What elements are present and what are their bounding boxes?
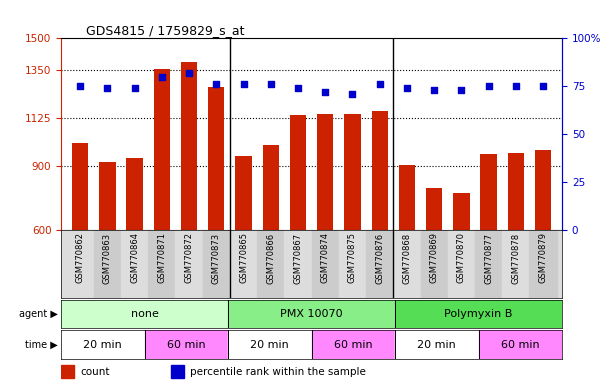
Bar — [393, 230, 420, 298]
Bar — [121, 230, 148, 298]
Point — [484, 83, 494, 89]
Text: 20 min: 20 min — [417, 339, 456, 350]
Bar — [284, 230, 312, 298]
Text: GSM770878: GSM770878 — [511, 232, 521, 283]
Bar — [148, 230, 175, 298]
Text: GSM770866: GSM770866 — [266, 232, 276, 283]
Text: GSM770865: GSM770865 — [239, 232, 248, 283]
Bar — [230, 230, 257, 298]
Bar — [175, 230, 203, 298]
Text: time ▶: time ▶ — [25, 339, 58, 350]
Bar — [478, 330, 562, 359]
Text: 60 min: 60 min — [501, 339, 540, 350]
Point — [348, 91, 357, 97]
Bar — [145, 330, 228, 359]
Text: GSM770868: GSM770868 — [403, 232, 411, 283]
Bar — [228, 300, 395, 328]
Text: GSM770862: GSM770862 — [76, 232, 85, 283]
Bar — [99, 162, 115, 358]
Point — [538, 83, 548, 89]
Point — [157, 74, 167, 80]
Text: count: count — [80, 366, 109, 377]
Bar — [395, 300, 562, 328]
Text: GSM770871: GSM770871 — [158, 232, 166, 283]
Bar — [290, 115, 306, 358]
Text: 20 min: 20 min — [251, 339, 289, 350]
Bar — [508, 152, 524, 358]
Bar — [93, 230, 121, 298]
Bar — [257, 230, 284, 298]
Bar — [171, 365, 184, 378]
Bar — [126, 158, 143, 358]
Point — [320, 89, 330, 95]
Bar — [72, 143, 89, 358]
Point — [266, 81, 276, 88]
Bar — [399, 166, 415, 358]
Text: 20 min: 20 min — [84, 339, 122, 350]
Bar — [61, 300, 228, 328]
Bar — [312, 330, 395, 359]
Bar — [420, 230, 448, 298]
Bar — [344, 114, 360, 358]
Point — [511, 83, 521, 89]
Text: agent ▶: agent ▶ — [19, 309, 58, 319]
Bar — [181, 62, 197, 358]
Bar — [61, 365, 74, 378]
Bar — [203, 230, 230, 298]
Text: 60 min: 60 min — [167, 339, 206, 350]
Bar — [371, 111, 388, 358]
Bar — [475, 230, 502, 298]
Bar — [535, 151, 551, 358]
Point — [184, 70, 194, 76]
Bar — [480, 154, 497, 358]
Text: percentile rank within the sample: percentile rank within the sample — [191, 366, 366, 377]
Bar — [366, 230, 393, 298]
Bar — [317, 114, 334, 358]
Point — [456, 87, 466, 93]
Bar — [263, 145, 279, 358]
Bar — [312, 230, 339, 298]
Bar — [395, 330, 478, 359]
Point — [239, 81, 249, 88]
Bar — [426, 188, 442, 358]
Text: PMX 10070: PMX 10070 — [280, 309, 343, 319]
Text: GSM770863: GSM770863 — [103, 232, 112, 283]
Text: GDS4815 / 1759829_s_at: GDS4815 / 1759829_s_at — [86, 24, 244, 37]
Bar — [67, 230, 93, 298]
Text: Polymyxin B: Polymyxin B — [444, 309, 513, 319]
Bar — [228, 330, 312, 359]
Text: 60 min: 60 min — [334, 339, 373, 350]
Point — [103, 85, 112, 91]
Bar — [208, 88, 224, 358]
Bar — [448, 230, 475, 298]
Bar — [502, 230, 530, 298]
Bar — [339, 230, 366, 298]
Text: GSM770870: GSM770870 — [457, 232, 466, 283]
Text: GSM770873: GSM770873 — [212, 232, 221, 283]
Bar — [453, 193, 469, 358]
Point — [211, 81, 221, 88]
Point — [375, 81, 384, 88]
Point — [75, 83, 85, 89]
Text: GSM770864: GSM770864 — [130, 232, 139, 283]
Bar — [154, 70, 170, 358]
Text: GSM770877: GSM770877 — [484, 232, 493, 283]
Text: GSM770876: GSM770876 — [375, 232, 384, 283]
Text: GSM770867: GSM770867 — [293, 232, 302, 283]
Point — [293, 85, 303, 91]
Bar — [235, 156, 252, 358]
Bar — [530, 230, 557, 298]
Text: GSM770875: GSM770875 — [348, 232, 357, 283]
Point — [130, 85, 139, 91]
Text: GSM770872: GSM770872 — [185, 232, 194, 283]
Point — [430, 87, 439, 93]
Bar — [61, 330, 145, 359]
Text: none: none — [131, 309, 158, 319]
Point — [402, 85, 412, 91]
Text: GSM770869: GSM770869 — [430, 232, 439, 283]
Text: GSM770874: GSM770874 — [321, 232, 330, 283]
Text: GSM770879: GSM770879 — [538, 232, 547, 283]
